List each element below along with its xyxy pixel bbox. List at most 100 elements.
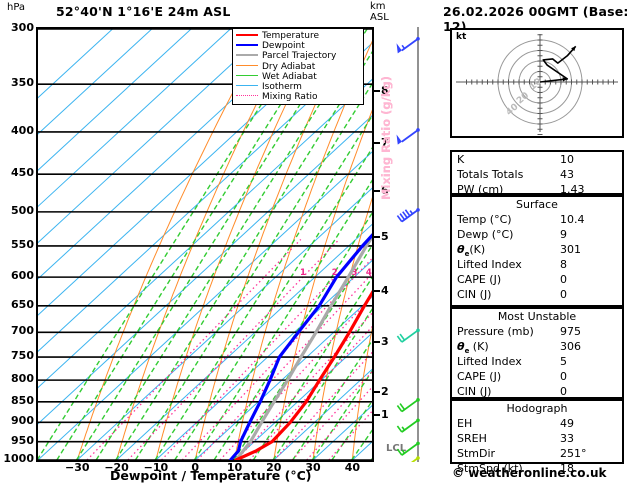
index-row: PW (cm) 1.43: [452, 182, 622, 197]
x-axis-title: Dewpoint / Temperature (°C): [110, 468, 312, 483]
hodograph-unit-label: kt: [456, 32, 467, 42]
hodograph: kt 10 20 40: [450, 8, 624, 156]
legend-item-wet-adiabat: Wet Adiabat: [236, 72, 360, 82]
pressure-tick-1000: 1000: [3, 452, 34, 465]
index-label: Dewp (°C): [457, 228, 514, 241]
index-value: 0: [560, 288, 567, 301]
pressure-tick-350: 350: [11, 76, 34, 90]
index-row: StmDir 251°: [452, 446, 622, 461]
index-value: 43: [560, 168, 574, 181]
height-tick-mark-5: [374, 236, 380, 238]
legend-item-temperature: Temperature: [236, 31, 360, 41]
legend-swatch-dry-adiabat: [236, 64, 258, 66]
general-indices-panel: K 10 Totals Totals 43 PW (cm) 1.43: [450, 150, 624, 197]
height-tick-6: 6: [381, 184, 389, 197]
index-label: Lifted Index: [457, 355, 522, 368]
temp-tick-30: 30: [305, 461, 321, 474]
pressure-tick-650: 650: [11, 297, 34, 311]
panel-heading: Hodograph: [506, 402, 568, 415]
index-label: CAPE (J): [457, 370, 502, 383]
index-value: 0: [560, 273, 567, 286]
index-row: CIN (J) 0: [452, 287, 622, 302]
index-row: Dewp (°C) 9: [452, 227, 622, 242]
legend-swatch-isotherm: [236, 84, 258, 86]
legend-label: Dewpoint: [262, 41, 305, 52]
temp-tick-0: 0: [191, 461, 199, 474]
index-row: Pressure (mb) 975: [452, 324, 622, 339]
most-unstable-indices-panel: Most Unstable Pressure (mb) 975 θe (K) 306 Li…: [450, 307, 624, 399]
pressure-tick-700: 700: [11, 324, 34, 338]
pressure-tick-600: 600: [11, 269, 34, 283]
height-tick-mark-2: [374, 391, 380, 393]
wind-barb: [396, 456, 420, 471]
legend-swatch-temperature: [236, 33, 258, 36]
index-row: SREH 33: [452, 431, 622, 446]
legend-item-isotherm: Isotherm: [236, 82, 360, 92]
legend-item-dewpoint: Dewpoint: [236, 41, 360, 51]
wind-barb: [396, 208, 420, 223]
index-label: CAPE (J): [457, 273, 502, 286]
legend-label: Wet Adiabat: [262, 71, 317, 82]
index-row: Temp (°C) 10.4: [452, 212, 622, 227]
pressure-tick-850: 850: [11, 393, 34, 407]
index-value: 301: [560, 243, 581, 256]
index-row: CAPE (J) 0: [452, 369, 622, 384]
pressure-tick-400: 400: [11, 123, 34, 137]
wind-barb-svg: [396, 27, 420, 471]
index-label: θe(K): [457, 243, 486, 259]
index-value: 975: [560, 325, 581, 338]
index-row: StmSpd (kt) 18: [452, 461, 622, 476]
svg-text:4: 4: [366, 268, 372, 278]
legend-item-mixing-ratio: Mixing Ratio: [236, 92, 360, 102]
pressure-tick-500: 500: [11, 203, 34, 217]
index-value: 9: [560, 228, 567, 241]
temp-tick-10: 10: [226, 461, 243, 474]
index-value: 1.43: [560, 183, 585, 196]
pressure-tick-950: 950: [11, 433, 34, 447]
height-tick-8: 8: [381, 84, 389, 97]
height-tick-3: 3: [381, 335, 389, 348]
height-tick-mark-3: [374, 341, 380, 343]
station-location-title: 52°40'N 1°16'E 24m ASL: [56, 4, 231, 19]
index-label: CIN (J): [457, 385, 492, 398]
height-tick-4: 4: [381, 284, 389, 297]
index-value: 10: [560, 153, 574, 166]
index-label: Totals Totals: [457, 168, 524, 181]
index-value: 33: [560, 432, 574, 445]
height-tick-5: 5: [381, 230, 389, 243]
hodograph-indices-panel: Hodograph EH 49 SREH 33 StmDir 251° StmSpd (kt)…: [450, 399, 624, 475]
index-row: CIN (J) 0: [452, 384, 622, 399]
index-value: 5: [560, 355, 567, 368]
temp-tick--10: −10: [143, 461, 169, 474]
index-row: Lifted Index 8: [452, 257, 622, 272]
legend-label: Temperature: [262, 31, 320, 41]
legend: Temperature Dewpoint Parcel Trajectory Dry …: [232, 28, 364, 106]
legend-label: Dry Adiabat: [262, 61, 316, 72]
index-label: CIN (J): [457, 288, 492, 301]
pressure-tick-900: 900: [11, 414, 34, 428]
mixing-ratio-axis-title: Mixing Ratio (g/kg): [379, 76, 393, 200]
lcl-label: LCL: [386, 443, 407, 454]
index-label: Temp (°C): [457, 213, 512, 226]
height-axis-km-label: km: [370, 1, 386, 12]
copyright-symbol: ©: [452, 466, 469, 480]
temp-tick--20: −20: [104, 461, 129, 474]
legend-swatch-mixing-ratio: [236, 95, 258, 97]
height-tick-mark-1: [374, 414, 380, 416]
index-label: PW (cm): [457, 183, 504, 196]
legend-label: Mixing Ratio: [262, 92, 318, 103]
legend-label: Parcel Trajectory: [262, 51, 337, 62]
panel-heading: Surface: [516, 198, 558, 211]
wind-barb: [396, 398, 420, 413]
height-tick-mark-8: [374, 90, 380, 92]
pressure-tick-800: 800: [11, 372, 34, 386]
index-value: 251°: [560, 447, 587, 460]
index-row: CAPE (J) 0: [452, 272, 622, 287]
index-label: StmDir: [457, 447, 496, 460]
wind-barb-column: [396, 27, 440, 471]
legend-swatch-wet-adiabat: [236, 74, 258, 76]
index-value: 0: [560, 385, 567, 398]
legend-label: Isotherm: [262, 81, 302, 92]
legend-item-parcel-trajectory: Parcel Trajectory: [236, 51, 360, 61]
